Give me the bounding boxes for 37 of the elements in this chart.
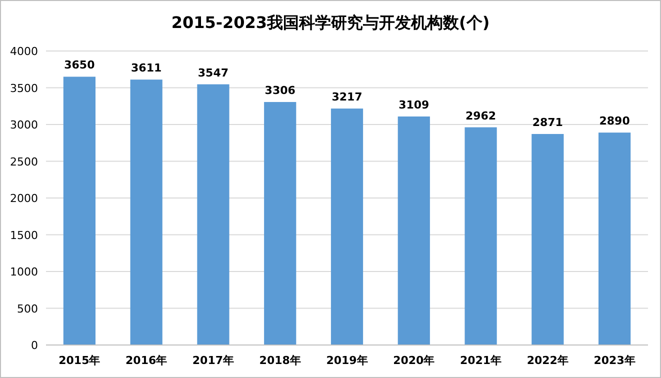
y-tick-label: 1500 — [10, 228, 38, 242]
x-tick-label: 2016年 — [126, 354, 168, 367]
y-tick-label: 4000 — [10, 45, 38, 58]
x-tick-label: 2022年 — [526, 354, 568, 367]
bar — [464, 127, 497, 345]
data-label: 3217 — [332, 90, 362, 104]
bar — [63, 76, 96, 345]
y-tick-label: 3500 — [10, 82, 38, 95]
bar — [264, 102, 296, 345]
data-label: 2871 — [532, 116, 563, 129]
y-tick-label: 0 — [31, 339, 38, 352]
data-label: 3611 — [131, 62, 162, 75]
y-tick-label: 3000 — [10, 118, 38, 132]
y-tick-label: 500 — [17, 302, 38, 316]
data-label: 3547 — [198, 66, 229, 80]
bar — [532, 134, 564, 345]
data-label: 3650 — [64, 58, 96, 72]
data-label: 3306 — [264, 84, 296, 98]
bar — [398, 116, 430, 345]
bar — [330, 108, 364, 345]
bar — [130, 80, 162, 345]
x-tick-label: 2023年 — [594, 354, 636, 367]
bar — [598, 132, 631, 345]
y-tick-label: 1000 — [10, 266, 38, 278]
data-label: 2962 — [465, 109, 496, 122]
x-tick-label: 2018年 — [259, 354, 301, 367]
y-tick-label: 2000 — [10, 192, 38, 205]
x-tick-label: 2021年 — [460, 354, 502, 367]
bar — [197, 84, 230, 345]
y-tick-label: 2500 — [10, 155, 38, 168]
x-tick-label: 2020年 — [393, 354, 435, 367]
x-tick-label: 2017年 — [192, 354, 234, 367]
x-tick-label: 2019年 — [326, 354, 368, 367]
data-label: 2890 — [599, 114, 630, 128]
data-label: 3109 — [398, 98, 430, 112]
x-tick-label: 2015年 — [58, 354, 100, 367]
chart-title: 2015-2023我国科学研究与开发机构数(个) — [171, 13, 490, 32]
